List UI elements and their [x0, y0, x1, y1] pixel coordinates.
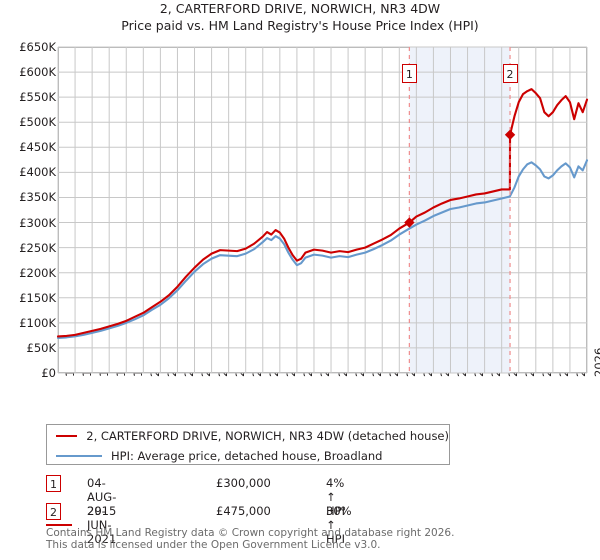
y-axis-tick-label: £0: [41, 366, 56, 380]
transaction-hpi-delta: 30% ↑ HPI: [326, 504, 352, 546]
series-line: [56, 88, 589, 338]
y-axis-tick-label: £650K: [19, 40, 56, 54]
transaction-point-marker: [504, 129, 516, 140]
legend-swatch-price-paid: [56, 434, 78, 437]
y-axis-tick-label: £500K: [19, 115, 56, 130]
series-line: [56, 159, 589, 339]
y-axis-tick-label: £550K: [19, 90, 56, 105]
y-axis-tick-label: £300K: [19, 215, 56, 230]
y-axis-labels: £0 £50K £100K £150K £200K £250K £300K £350K £400…: [0, 0, 56, 420]
transaction-index-badge: 2: [46, 503, 61, 520]
chart-legend: 2, CARTERFORD DRIVE, NORWICH, NR3 4DW (d…: [46, 424, 450, 465]
y-axis-tick-label: £450K: [19, 140, 56, 155]
highlight-band: [409, 47, 511, 373]
y-axis-tick-label: £350K: [19, 190, 56, 205]
y-axis-tick-label: £100K: [19, 315, 56, 330]
footer-line-2: This data is licensed under the Open Gov…: [46, 538, 381, 551]
y-axis-tick-label: £400K: [19, 165, 56, 180]
chart-title-block: 2, CARTERFORD DRIVE, NORWICH, NR3 4DW Pr…: [0, 0, 600, 34]
transaction-index-badge: 1: [46, 475, 61, 492]
footer-attribution: Contains HM Land Registry data © Crown c…: [46, 527, 586, 551]
transaction-flag-1: 1: [401, 64, 417, 83]
transaction-hpi-delta: 4% ↑ HPI: [326, 476, 345, 518]
page-title: 2, CARTERFORD DRIVE, NORWICH, NR3 4DW: [159, 1, 441, 16]
transaction-flag-2: 2: [502, 64, 518, 83]
legend-swatch-hpi: [56, 454, 102, 457]
legend-label-hpi: HPI: Average price, detached house, Broa…: [111, 448, 383, 463]
footer-divider: [46, 524, 72, 526]
y-axis-tick-label: £250K: [19, 240, 56, 255]
footer-line-1: Contains HM Land Registry data © Crown c…: [46, 527, 455, 539]
transaction-price: £300,000: [216, 476, 271, 490]
y-axis-tick-label: £150K: [19, 290, 56, 305]
transaction-price: £475,000: [216, 504, 271, 518]
plot-area: [56, 46, 589, 374]
y-axis-tick-label: £50K: [26, 340, 57, 355]
y-axis-tick-label: £200K: [19, 265, 56, 280]
y-axis-tick-label: £600K: [19, 65, 56, 80]
x-axis-tick-label: 2026: [591, 347, 600, 377]
legend-label-price-paid: 2, CARTERFORD DRIVE, NORWICH, NR3 4DW (d…: [86, 428, 449, 443]
page-subtitle: Price paid vs. HM Land Registry's House …: [121, 18, 479, 33]
legend-item-hpi: HPI: Average price, detached house, Broa…: [47, 446, 449, 465]
legend-item-price-paid: 2, CARTERFORD DRIVE, NORWICH, NR3 4DW (d…: [47, 426, 449, 445]
chart-svg: [56, 46, 589, 374]
transaction-date: 29-JUN-2021: [87, 504, 117, 546]
transaction-date: 04-AUG-2015: [87, 476, 117, 518]
transaction-point-marker: [404, 217, 415, 228]
